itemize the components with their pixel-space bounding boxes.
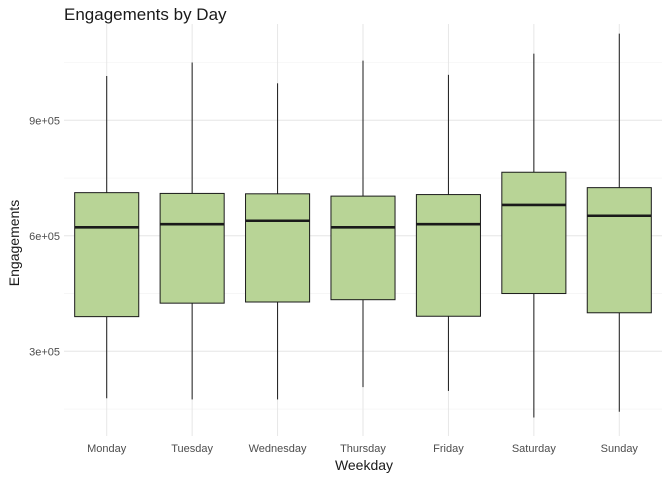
y-tick-label: 6e+05 bbox=[29, 231, 60, 243]
y-tick-label: 3e+05 bbox=[29, 346, 60, 358]
iqr-box bbox=[159, 192, 225, 304]
iqr-box bbox=[586, 187, 652, 314]
iqr-box bbox=[415, 194, 481, 317]
y-axis-ticks: 3e+05 6e+05 9e+05 bbox=[29, 115, 60, 358]
iqr-box bbox=[74, 192, 140, 318]
box-monday bbox=[74, 75, 140, 399]
x-axis-title: Weekday bbox=[335, 457, 393, 473]
x-tick-label: Friday bbox=[433, 443, 464, 455]
x-tick-label: Monday bbox=[87, 443, 127, 455]
box-tuesday bbox=[159, 62, 225, 400]
x-tick-label: Thursday bbox=[340, 443, 386, 455]
y-tick-label: 9e+05 bbox=[29, 115, 60, 127]
iqr-box bbox=[501, 171, 567, 295]
box-friday bbox=[415, 74, 481, 391]
iqr-box bbox=[245, 193, 311, 303]
x-tick-label: Saturday bbox=[512, 443, 557, 455]
y-axis-title: Engagements bbox=[6, 200, 22, 286]
box-saturday bbox=[501, 53, 567, 418]
x-tick-label: Sunday bbox=[601, 443, 639, 455]
box-thursday bbox=[330, 60, 396, 388]
chart-title: Engagements by Day bbox=[64, 5, 227, 24]
x-axis-ticks: Monday Tuesday Wednesday Thursday Friday Satu… bbox=[87, 443, 638, 455]
boxes-layer bbox=[74, 33, 652, 418]
iqr-box bbox=[330, 195, 396, 301]
x-tick-label: Wednesday bbox=[249, 443, 307, 455]
box-sunday bbox=[586, 33, 652, 412]
box-wednesday bbox=[245, 83, 311, 400]
x-tick-label: Tuesday bbox=[171, 443, 213, 455]
